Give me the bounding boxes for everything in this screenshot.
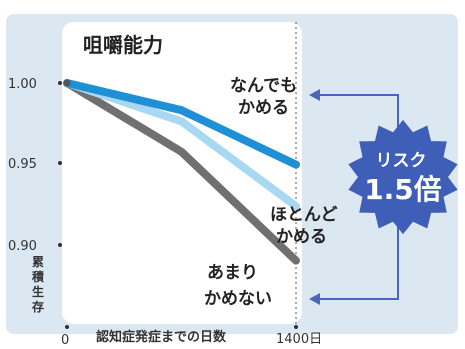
x-tick-dot-0 — [65, 325, 69, 329]
y-axis-label: 累積生存 — [31, 255, 45, 314]
label-top-line1: なんでも — [230, 76, 297, 96]
y-tick-dot-2 — [58, 161, 62, 165]
y-tick-label-1: 1.00 — [8, 77, 37, 92]
risk-value: 1.5倍 — [364, 173, 442, 206]
series-line-3 — [63, 79, 300, 265]
series-layer — [63, 79, 300, 265]
label-bottom-line1: あまり — [207, 263, 258, 283]
y-tick-dot-3 — [58, 243, 62, 247]
arrow-head-top — [309, 89, 320, 101]
label-top-line2: かめる — [238, 98, 289, 118]
x-tick-dot-1 — [294, 325, 298, 329]
y-tick-label-2: 0.95 — [8, 157, 37, 172]
series-line-1 — [63, 79, 300, 169]
plot-area — [62, 22, 302, 324]
y-tick-label-3: 0.90 — [8, 239, 37, 254]
arrow-head-bottom — [309, 293, 320, 305]
label-mid-line2: かめる — [276, 227, 327, 247]
risk-badge — [348, 119, 458, 235]
label-mid-line1: ほとんど — [270, 205, 338, 225]
x-axis-label: 認知症発症までの日数 — [96, 329, 227, 345]
chart-title: 咀嚼能力 — [83, 33, 163, 57]
x-tick-label-0: 0 — [61, 333, 69, 348]
start-point — [63, 79, 71, 87]
y-tick-dot-1 — [58, 81, 62, 85]
label-bottom-line2: かめない — [204, 289, 272, 309]
x-tick-label-1: 1400日 — [276, 332, 322, 347]
risk-label: リスク — [376, 151, 427, 171]
